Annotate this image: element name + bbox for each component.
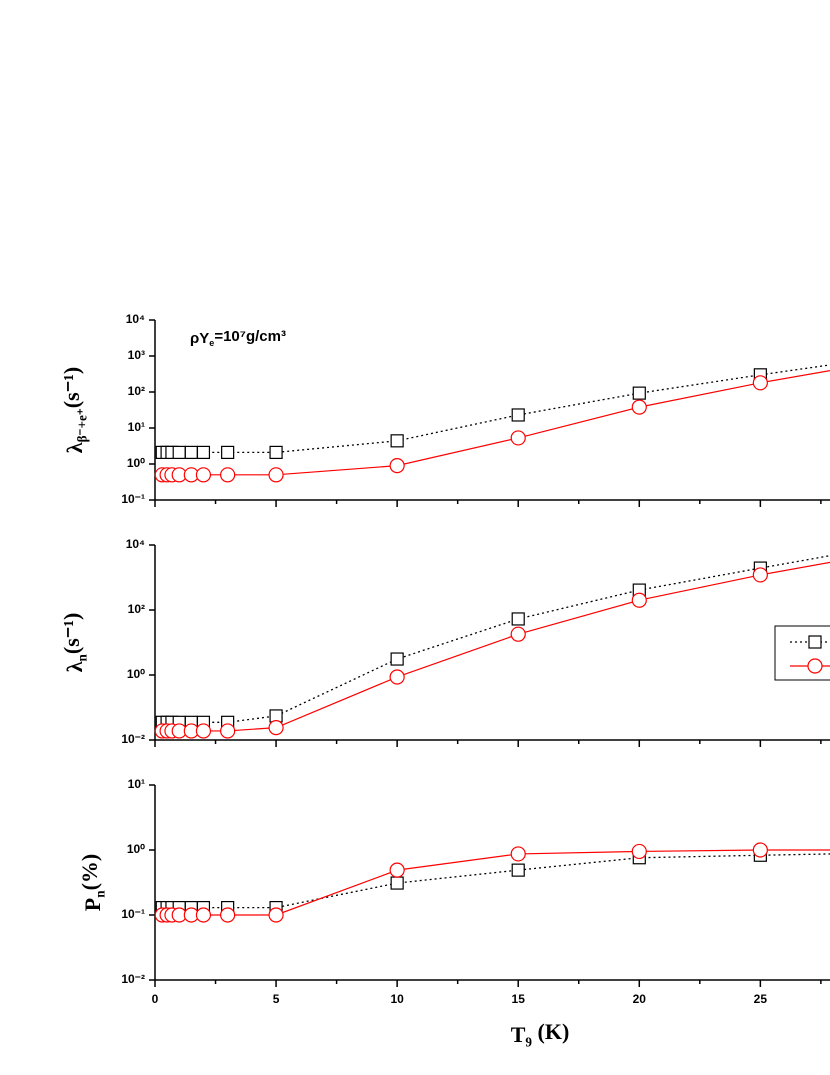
- y-axis-label-main: λ: [62, 661, 87, 672]
- y-tick-label: 10⁰: [127, 667, 145, 681]
- data-point: [389, 862, 405, 878]
- x-axis-label: T9 (K): [511, 1019, 570, 1050]
- series-line: [162, 554, 830, 723]
- data-point: [195, 723, 212, 739]
- x-tick-label: 5: [273, 992, 280, 1006]
- x-tick-label: 15: [512, 992, 526, 1006]
- series-line: [162, 369, 830, 476]
- data-point: [220, 467, 236, 483]
- data-point: [389, 458, 405, 474]
- y-axis-label-sub: n: [93, 890, 108, 898]
- y-axis-label-sub: β⁻+e⁺: [75, 408, 90, 442]
- data-point: [184, 445, 198, 460]
- data-point: [220, 723, 236, 739]
- y-tick-label: 10¹: [128, 420, 145, 434]
- data-point: [269, 445, 283, 460]
- annotation-sub: e: [209, 338, 214, 348]
- y-axis-label-sub: n: [75, 653, 90, 661]
- x-tick-label: 10: [390, 992, 404, 1006]
- data-point: [390, 876, 404, 890]
- data-point: [389, 669, 405, 685]
- data-point: [221, 445, 235, 460]
- data-point: [631, 592, 647, 608]
- y-tick-label: 10⁴: [126, 537, 145, 551]
- y-axis-label-tail: (%): [77, 854, 102, 891]
- y-tick-label: 10⁴: [126, 312, 145, 326]
- series-line: [162, 561, 830, 732]
- series-line: [162, 849, 830, 916]
- y-tick-label: 10⁻²: [121, 972, 145, 986]
- y-tick-label: 10⁻²: [121, 732, 145, 746]
- data-point: [752, 567, 768, 583]
- y-tick-label: 10¹: [128, 777, 145, 791]
- y-axis-label-main: λ: [62, 442, 87, 453]
- y-axis-label-tail: (s⁻¹): [59, 367, 84, 408]
- data-point: [390, 434, 404, 448]
- legend: [774, 625, 830, 681]
- data-point: [631, 843, 647, 860]
- series-line: [162, 364, 830, 454]
- data-point: [172, 445, 186, 460]
- data-point: [510, 430, 526, 446]
- data-point: [631, 399, 647, 415]
- y-tick-label: 10⁻¹: [121, 907, 145, 921]
- y-tick-label: 10⁰: [127, 456, 145, 470]
- y-tick-label: 10⁰: [127, 842, 145, 856]
- data-point: [220, 907, 236, 923]
- y-tick-label: 10²: [128, 602, 145, 616]
- y-tick-label: 10³: [128, 348, 145, 362]
- y-axis-label-tail: (s⁻¹): [59, 613, 84, 654]
- data-point: [268, 907, 284, 923]
- data-point: [752, 842, 768, 858]
- data-point: [632, 386, 646, 400]
- x-tick-label: 0: [152, 992, 159, 1006]
- y-axis-label: λβ⁻+e⁺(s⁻¹): [59, 367, 90, 453]
- data-point: [390, 652, 404, 666]
- x-tick-label: 20: [633, 992, 647, 1006]
- data-point: [511, 863, 525, 877]
- data-point: [195, 467, 212, 483]
- y-tick-label: 10²: [128, 384, 145, 398]
- legend-marker: [808, 635, 822, 649]
- data-point: [196, 445, 211, 460]
- data-point: [510, 626, 526, 642]
- annotation: ρYe=10⁷g/cm³: [190, 328, 286, 348]
- y-axis-label-main: P: [80, 898, 105, 911]
- y-axis-label: Pn(%): [77, 854, 108, 911]
- data-point: [268, 720, 284, 736]
- data-point: [752, 375, 768, 391]
- legend-marker: [807, 658, 823, 674]
- data-point: [195, 907, 212, 923]
- y-tick-label: 10⁻¹: [121, 492, 145, 506]
- x-tick-label: 25: [754, 992, 768, 1006]
- x-axis-label-sub: 9: [525, 1035, 532, 1050]
- data-point: [268, 467, 284, 483]
- data-point: [511, 612, 525, 626]
- x-axis-label-tail: (K): [532, 1019, 569, 1044]
- annotation-tail: =10⁷g/cm³: [214, 328, 286, 345]
- series-line: [162, 853, 830, 909]
- y-axis-label: λn(s⁻¹): [59, 613, 90, 673]
- x-axis-label-main: T: [511, 1022, 526, 1047]
- data-point: [510, 846, 526, 862]
- data-point: [511, 408, 525, 422]
- annotation-main: ρY: [190, 330, 209, 347]
